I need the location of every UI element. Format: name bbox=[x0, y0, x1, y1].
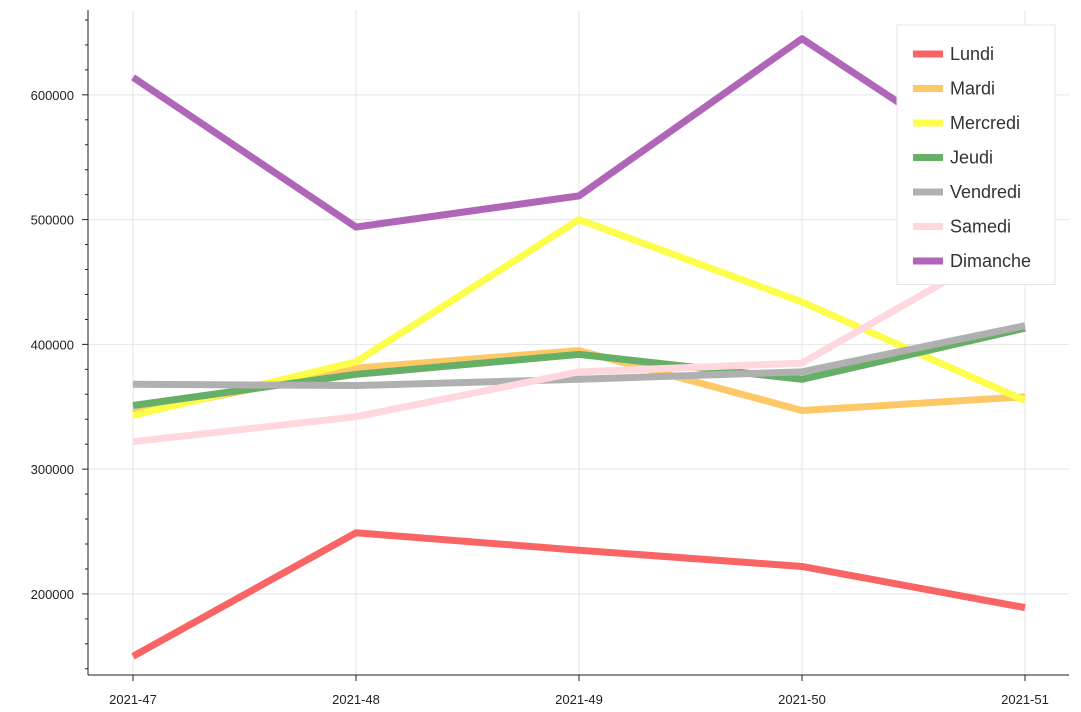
series-line-dimanche bbox=[131, 35, 1027, 231]
x-tick-label: 2021-49 bbox=[555, 692, 603, 707]
y-tick-label: 500000 bbox=[31, 213, 74, 228]
x-tick-label: 2021-50 bbox=[778, 692, 826, 707]
series-lines bbox=[131, 35, 1027, 660]
legend-label-samedi: Samedi bbox=[950, 217, 1011, 237]
series-line-samedi bbox=[132, 232, 1027, 446]
series-line-mercredi bbox=[132, 216, 1027, 419]
x-tick-label: 2021-48 bbox=[332, 692, 380, 707]
legend-label-jeudi: Jeudi bbox=[950, 148, 993, 168]
x-tick-label: 2021-51 bbox=[1001, 692, 1049, 707]
series-line-vendredi bbox=[132, 322, 1026, 390]
axes: 200000 300000 400000 500000 600000 2021-47 202… bbox=[31, 10, 1069, 707]
legend-label-vendredi: Vendredi bbox=[950, 182, 1021, 202]
y-tick-label: 400000 bbox=[31, 337, 74, 352]
legend-label-mardi: Mardi bbox=[950, 79, 995, 99]
legend-label-dimanche: Dimanche bbox=[950, 251, 1031, 271]
y-tick-label: 200000 bbox=[31, 587, 74, 602]
x-tick-label: 2021-47 bbox=[109, 692, 157, 707]
series-line-lundi bbox=[131, 529, 1026, 660]
legend-label-mercredi: Mercredi bbox=[950, 113, 1020, 133]
legend: Lundi Mardi Mercredi Jeudi Vendredi Samedi Dim… bbox=[896, 24, 1056, 285]
y-tick-label: 600000 bbox=[31, 88, 74, 103]
y-tick-label: 300000 bbox=[31, 462, 74, 477]
legend-label-lundi: Lundi bbox=[950, 44, 994, 64]
